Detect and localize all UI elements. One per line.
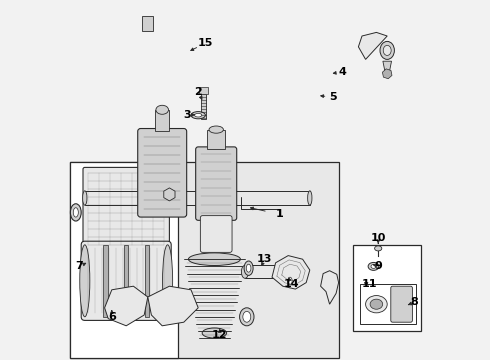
Ellipse shape [244,261,253,275]
Text: 10: 10 [370,233,386,243]
Bar [353,245,421,331]
FancyBboxPatch shape [138,129,187,217]
Text: 14: 14 [284,279,299,289]
Ellipse shape [195,113,202,117]
Ellipse shape [383,45,391,55]
Polygon shape [104,286,148,326]
Text: 9: 9 [374,261,382,271]
Text: 8: 8 [410,297,418,307]
FancyBboxPatch shape [83,167,170,250]
Text: 6: 6 [108,312,116,322]
Ellipse shape [80,245,90,317]
Bar [85,191,310,205]
FancyBboxPatch shape [81,241,171,320]
Ellipse shape [163,245,172,317]
Polygon shape [383,61,392,72]
Ellipse shape [191,112,205,119]
Ellipse shape [286,274,294,288]
Ellipse shape [71,204,81,221]
Bar [360,284,416,324]
Ellipse shape [83,191,87,205]
Bar [143,16,153,31]
Bar [145,245,149,317]
Ellipse shape [242,265,248,278]
Ellipse shape [380,41,394,59]
Bar [207,130,225,149]
Ellipse shape [156,105,169,114]
Bar [245,265,288,278]
FancyBboxPatch shape [391,286,413,322]
Text: 4: 4 [338,67,346,77]
Text: 13: 13 [257,254,272,264]
FancyBboxPatch shape [196,147,237,220]
Text: 7: 7 [75,261,83,271]
Ellipse shape [308,191,312,205]
Bar [201,94,206,119]
Bar [71,162,178,358]
Ellipse shape [209,126,223,133]
Ellipse shape [243,311,251,322]
Polygon shape [148,286,198,326]
Text: 12: 12 [212,330,227,340]
Ellipse shape [240,308,254,326]
Ellipse shape [371,264,376,269]
Ellipse shape [285,266,292,277]
Ellipse shape [374,246,382,251]
Bar [71,162,339,358]
Bar [155,110,170,131]
Ellipse shape [74,208,78,217]
Ellipse shape [188,253,241,266]
FancyBboxPatch shape [200,216,232,252]
Ellipse shape [288,277,292,284]
Bar [103,245,108,317]
Text: 15: 15 [197,38,213,48]
Text: 3: 3 [184,110,191,120]
Ellipse shape [366,296,387,313]
Polygon shape [272,256,310,289]
Ellipse shape [368,262,379,270]
Text: 1: 1 [275,209,283,219]
Text: 11: 11 [362,279,377,289]
Polygon shape [358,32,387,59]
Bar [199,87,208,94]
Ellipse shape [370,299,383,309]
Text: 5: 5 [329,92,337,102]
Ellipse shape [202,328,227,338]
Text: 2: 2 [195,87,202,97]
Ellipse shape [246,264,251,272]
Polygon shape [320,271,339,304]
Bar [124,245,128,317]
